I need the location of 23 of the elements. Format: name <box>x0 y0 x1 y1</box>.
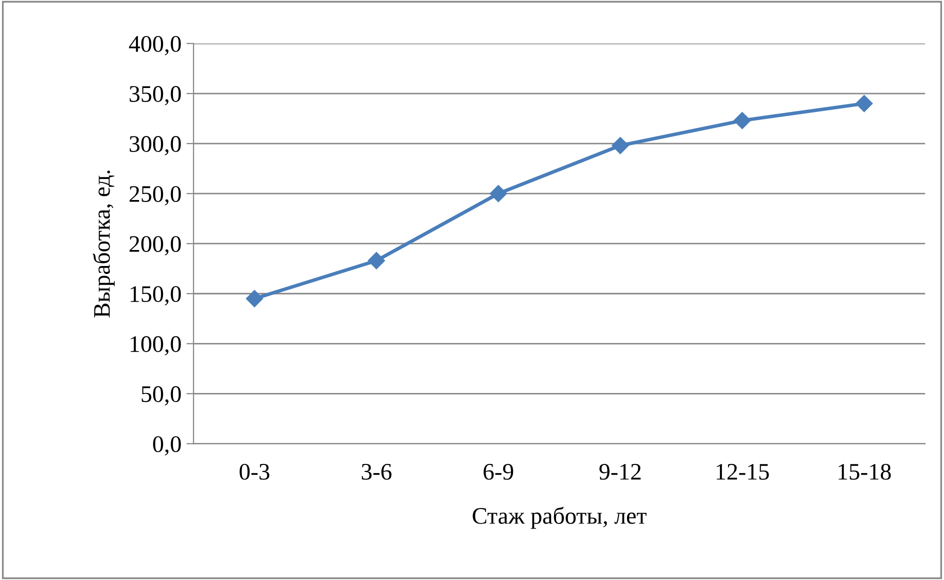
y-tick-label: 200,0 <box>130 236 181 256</box>
x-axis-title: Стаж работы, лет <box>472 506 647 529</box>
x-tick-label: 0-3 <box>240 464 270 480</box>
point <box>856 94 873 112</box>
y-tick-label: 250,0 <box>130 186 181 206</box>
y-tick-label: 150,0 <box>130 286 181 306</box>
point <box>734 112 751 130</box>
point <box>490 185 507 202</box>
y-tick-label: 300,0 <box>130 136 181 156</box>
x-tick-label: 15-18 <box>838 464 891 480</box>
point <box>612 137 629 154</box>
y-tick-label: 400,0 <box>129 36 181 56</box>
x-tick-label: 12-15 <box>716 464 769 480</box>
y-tick-label: 50,0 <box>142 386 181 406</box>
x-tick-label: 9-12 <box>599 464 641 480</box>
y-tick-label: 350,0 <box>130 86 181 106</box>
y-axis-title: Выработка, ед. <box>92 170 115 318</box>
x-tick-label: 6-9 <box>484 464 514 480</box>
y-tick-label: 0,0 <box>153 436 181 456</box>
point <box>246 290 264 308</box>
point <box>368 252 385 270</box>
x-tick-label: 3-6 <box>362 464 392 480</box>
y-tick-label: 100,0 <box>130 336 181 356</box>
